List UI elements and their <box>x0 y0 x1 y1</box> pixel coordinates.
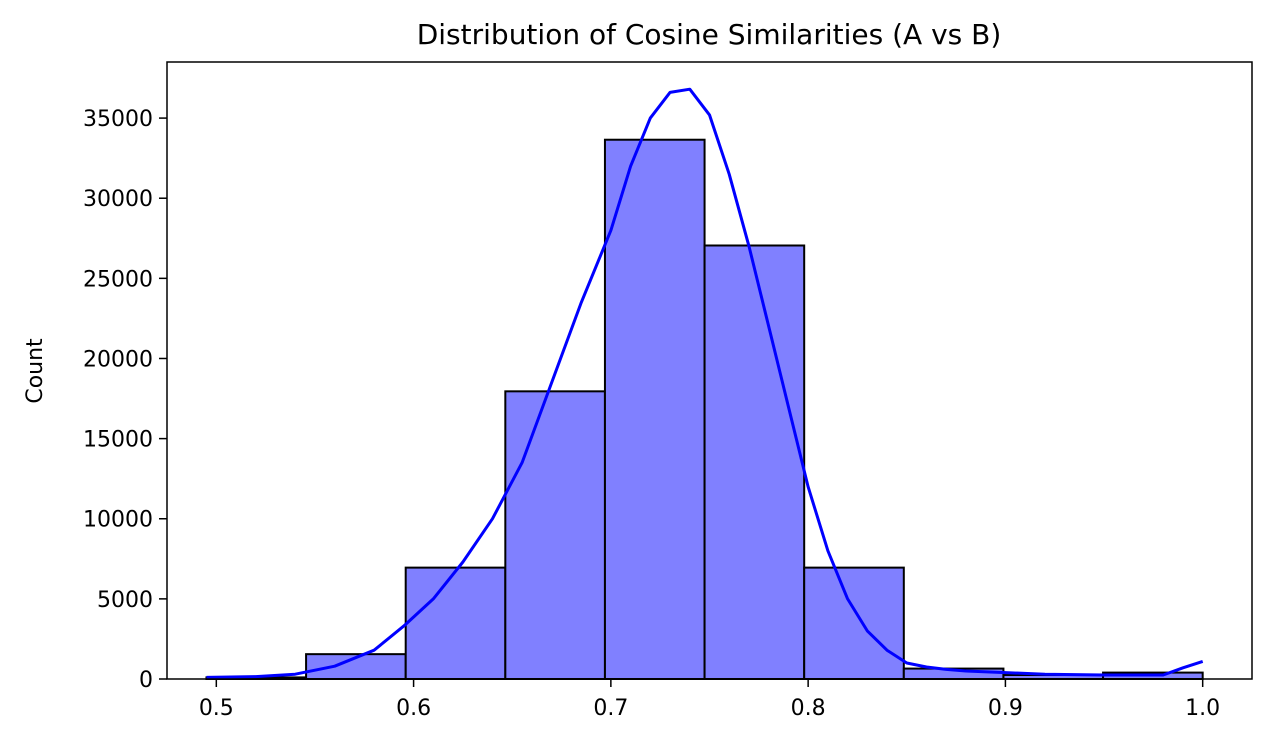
x-tick-label: 0.5 <box>199 696 234 721</box>
y-tick-label: 35000 <box>83 107 153 132</box>
y-axis-label: Count <box>23 338 48 404</box>
y-tick-label: 5000 <box>97 588 153 613</box>
y-tick-label: 10000 <box>83 508 153 533</box>
x-tick-label: 1.0 <box>1185 696 1220 721</box>
histogram-bar-4 <box>504 390 606 680</box>
y-tick-label: 20000 <box>83 347 153 372</box>
histogram-bar-3 <box>404 566 507 681</box>
plot-frame <box>166 61 1253 680</box>
y-tick-label: 0 <box>139 668 153 693</box>
x-axis: 0.5 0.6 0.7 0.8 0.9 1.0 <box>199 679 1220 721</box>
y-tick-label: 30000 <box>83 187 153 212</box>
y-axis: 0 5000 10000 15000 20000 25000 30000 35000 <box>83 107 167 693</box>
x-tick-label: 0.7 <box>593 696 628 721</box>
x-tick-label: 0.8 <box>791 696 826 721</box>
histogram-bar-6 <box>703 244 806 680</box>
histogram-bar-5 <box>603 138 706 681</box>
histogram-bar-7 <box>803 566 905 681</box>
x-tick-label: 0.9 <box>988 696 1023 721</box>
histogram-bars <box>205 138 1204 681</box>
y-tick-label: 25000 <box>83 267 153 292</box>
x-tick-label: 0.6 <box>396 696 431 721</box>
y-tick-label: 15000 <box>83 428 153 453</box>
chart-title: Distribution of Cosine Similarities (A v… <box>417 18 1002 51</box>
kde-line <box>206 87 1204 679</box>
